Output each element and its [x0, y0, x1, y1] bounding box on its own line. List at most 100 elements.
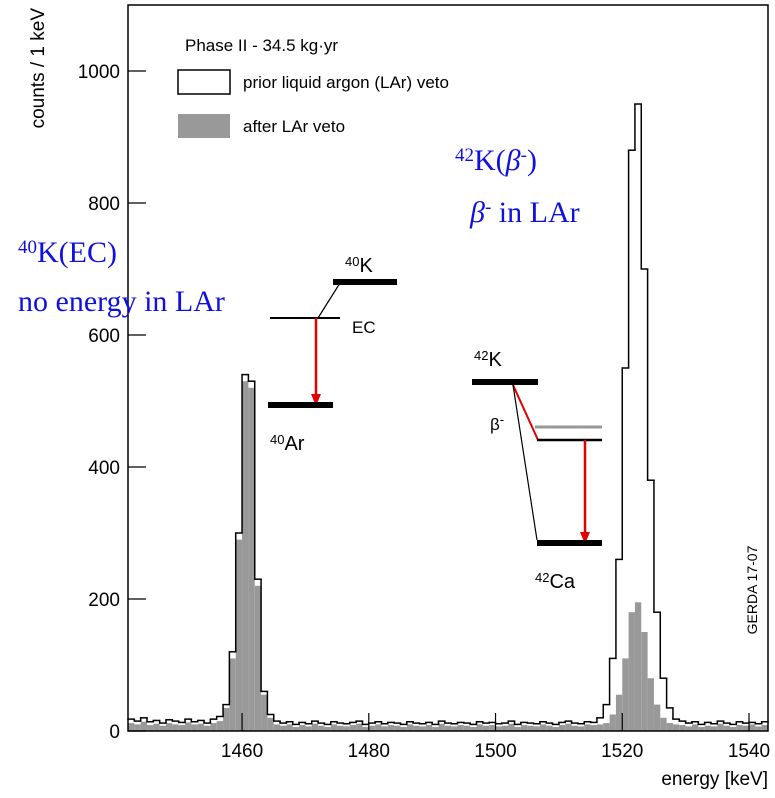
bar — [647, 678, 654, 731]
scheme-label: 40K — [345, 254, 373, 278]
text-part: 42 — [455, 145, 474, 166]
scheme-label: EC — [352, 318, 376, 337]
bar — [571, 725, 578, 731]
bar — [470, 727, 477, 731]
text-part: Ar — [284, 433, 304, 455]
plot-frame — [127, 4, 769, 732]
bar — [514, 727, 521, 731]
annotation: β- in LAr — [469, 196, 580, 229]
bar — [280, 725, 287, 731]
y-tick-label: 800 — [88, 194, 120, 215]
annotation: no energy in LAr — [18, 285, 225, 318]
text-part: - — [521, 145, 527, 166]
text-part: K( — [474, 144, 506, 177]
text-part: EC — [352, 318, 376, 337]
text-part: β — [490, 415, 500, 434]
bar — [311, 723, 319, 731]
bar — [634, 602, 642, 731]
bar — [375, 724, 382, 731]
bar — [286, 724, 293, 731]
y-tick-label: 600 — [88, 326, 120, 347]
bar — [394, 725, 401, 731]
text-part: β — [505, 144, 521, 177]
bar — [565, 723, 572, 731]
bar — [590, 725, 597, 731]
text-part: 40 — [18, 237, 37, 258]
bar — [229, 658, 236, 731]
transition — [512, 384, 538, 541]
bar — [748, 724, 756, 731]
bar — [457, 725, 464, 731]
text-part: K(EC) — [37, 236, 117, 269]
bar — [425, 725, 433, 731]
y-tick-label: 0 — [109, 722, 120, 743]
bar — [387, 725, 395, 731]
y-tick-label: 200 — [88, 590, 120, 611]
bar — [653, 704, 661, 731]
bar — [356, 723, 363, 731]
text-part: ) — [527, 144, 537, 177]
bar — [742, 725, 749, 731]
text-part: no energy in LAr — [18, 285, 225, 318]
annotation: 42K(β-) — [455, 144, 537, 177]
legend-title: Phase II - 34.5 kg·yr — [185, 36, 338, 55]
bar — [552, 727, 559, 731]
bar — [729, 727, 737, 731]
x-tick-label: 1500 — [474, 741, 516, 762]
bar — [660, 717, 667, 731]
scheme-label: β- — [490, 412, 504, 435]
bar — [216, 721, 224, 731]
bar — [558, 725, 566, 731]
bar — [305, 726, 312, 731]
x-axis-label: energy [keV] — [661, 769, 768, 790]
text-part: - — [500, 412, 504, 427]
bar — [318, 725, 325, 731]
bar — [666, 723, 673, 731]
bar — [698, 727, 705, 731]
bar — [330, 724, 338, 731]
bar — [381, 726, 388, 731]
arrow-head — [311, 394, 321, 406]
y-tick-label: 400 — [88, 458, 120, 479]
bar — [368, 725, 376, 731]
bar — [223, 707, 230, 731]
bar — [349, 725, 357, 731]
bar — [508, 723, 515, 731]
bar — [261, 694, 268, 731]
text-part: β — [469, 196, 485, 229]
x-tick-label: 1480 — [348, 741, 390, 762]
bar — [539, 724, 547, 731]
bar — [533, 726, 540, 731]
bar — [191, 724, 198, 731]
bar — [337, 725, 344, 731]
bar — [235, 539, 243, 731]
text-part: 42 — [535, 570, 549, 585]
bar — [400, 727, 407, 731]
bar — [710, 726, 718, 731]
annotation: 40K(EC) — [18, 236, 117, 269]
bar — [679, 725, 686, 731]
bar — [166, 723, 173, 731]
bar — [723, 725, 730, 731]
text-part: 40 — [345, 254, 359, 269]
watermark: GERDA 17-07 — [744, 545, 760, 634]
bar — [197, 723, 205, 731]
bar — [685, 726, 692, 731]
bar — [362, 727, 369, 731]
legend-label: prior liquid argon (LAr) veto — [243, 73, 449, 92]
bar — [210, 723, 217, 731]
bar — [495, 726, 502, 731]
text-part: - — [485, 197, 491, 218]
legend-label: after LAr veto — [243, 117, 345, 136]
bar — [178, 725, 186, 731]
text-part: 42 — [474, 348, 488, 363]
bar — [476, 724, 483, 731]
bar — [444, 725, 452, 731]
bar — [128, 723, 135, 731]
y-tick-label: 1000 — [78, 62, 120, 83]
bar — [615, 694, 623, 731]
bar — [140, 721, 148, 731]
bar — [463, 725, 471, 731]
transition — [317, 282, 341, 319]
